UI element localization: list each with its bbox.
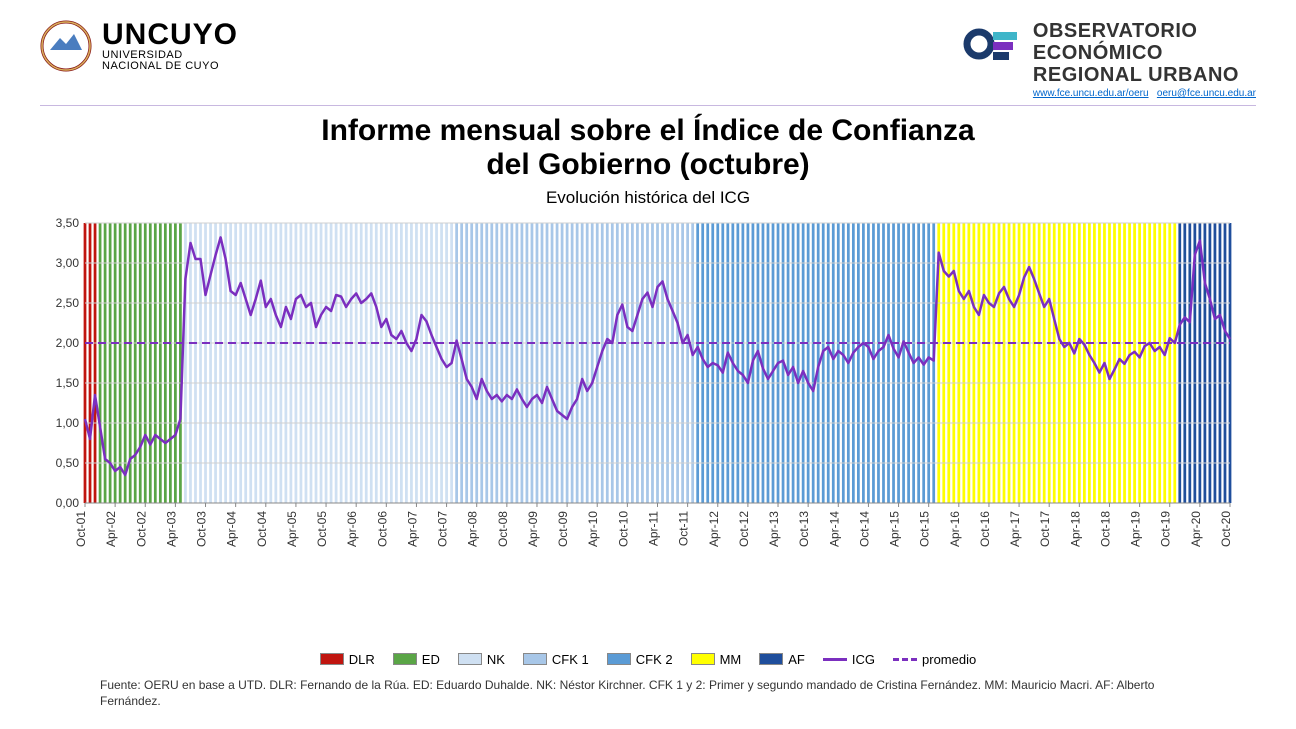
svg-text:0,50: 0,50 [56,456,80,470]
svg-text:Apr-12: Apr-12 [707,511,721,547]
svg-text:Oct-18: Oct-18 [1098,511,1112,547]
chart-subtitle: Evolución histórica del ICG [40,188,1256,208]
legend-swatch [458,653,482,665]
svg-text:Oct-15: Oct-15 [918,511,932,547]
legend-label: ICG [852,652,875,667]
legend-label: CFK 2 [636,652,673,667]
oeru-block: OBSERVATORIO ECONÓMICO REGIONAL URBANO w… [963,20,1256,99]
legend-item: DLR [320,652,375,667]
legend-item: AF [759,652,805,667]
legend-swatch [691,653,715,665]
svg-text:3,50: 3,50 [56,218,80,230]
chart-area: 0,00 0,50 1,00 1,50 2,00 2,50 3,00 3,50 Oct-01 Ap… [40,218,1256,648]
oeru-link2[interactable]: oeru@fce.uncu.edu.ar [1157,88,1256,99]
oeru-text: OBSERVATORIO ECONÓMICO REGIONAL URBANO w… [1033,20,1256,99]
svg-text:Apr-07: Apr-07 [405,511,419,547]
svg-text:Apr-06: Apr-06 [345,511,359,547]
svg-text:Oct-10: Oct-10 [616,511,630,547]
oeru-line1: OBSERVATORIO [1033,20,1256,42]
svg-text:Apr-09: Apr-09 [526,511,540,547]
legend-label: CFK 1 [552,652,589,667]
uncuyo-small2: NACIONAL DE CUYO [102,61,238,72]
svg-text:Oct-14: Oct-14 [857,511,871,547]
legend-item: MM [691,652,742,667]
legend-swatch [320,653,344,665]
svg-text:Oct-09: Oct-09 [556,511,570,547]
legend-item: CFK 2 [607,652,673,667]
source-text: Fuente: OERU en base a UTD. DLR: Fernand… [100,677,1196,709]
svg-text:Apr-19: Apr-19 [1129,511,1143,547]
svg-text:2,00: 2,00 [56,336,80,350]
oeru-line3: REGIONAL URBANO [1033,64,1256,86]
svg-text:Apr-10: Apr-10 [586,511,600,547]
svg-text:Apr-11: Apr-11 [647,511,661,546]
page: UNCUYO UNIVERSIDAD NACIONAL DE CUYO OBSE… [0,0,1296,729]
oeru-logo-icon [963,20,1023,68]
svg-text:Oct-05: Oct-05 [315,511,329,547]
uncuyo-big: UNCUYO [102,20,238,50]
legend-label: promedio [922,652,976,667]
svg-text:Oct-17: Oct-17 [1038,511,1052,547]
title-block: Informe mensual sobre el Índice de Confi… [40,114,1256,208]
svg-text:Apr-17: Apr-17 [1008,511,1022,547]
svg-text:Apr-18: Apr-18 [1068,511,1082,547]
uncuyo-block: UNCUYO UNIVERSIDAD NACIONAL DE CUYO [40,20,238,72]
svg-text:1,00: 1,00 [56,416,80,430]
svg-text:Apr-20: Apr-20 [1189,511,1203,547]
legend-swatch [607,653,631,665]
svg-text:Oct-19: Oct-19 [1159,511,1173,547]
svg-text:Oct-02: Oct-02 [134,511,148,547]
svg-text:0,00: 0,00 [56,496,80,510]
title-line1: Informe mensual sobre el Índice de Confi… [40,114,1256,148]
legend-label: MM [720,652,742,667]
svg-text:3,00: 3,00 [56,256,80,270]
svg-text:Oct-20: Oct-20 [1219,511,1233,547]
uncuyo-text: UNCUYO UNIVERSIDAD NACIONAL DE CUYO [102,20,238,72]
legend-label: ED [422,652,440,667]
svg-text:Oct-04: Oct-04 [255,511,269,547]
legend-label: DLR [349,652,375,667]
svg-text:2,50: 2,50 [56,296,80,310]
svg-text:Oct-08: Oct-08 [496,511,510,547]
svg-text:Apr-15: Apr-15 [888,511,902,547]
legend-swatch [393,653,417,665]
uncuyo-crest-icon [40,20,92,72]
legend-label: NK [487,652,505,667]
svg-text:Oct-11: Oct-11 [677,511,691,546]
svg-text:Apr-03: Apr-03 [164,511,178,547]
svg-text:Apr-08: Apr-08 [466,511,480,547]
legend-swatch [759,653,783,665]
svg-text:Apr-02: Apr-02 [104,511,118,547]
legend-item: ED [393,652,440,667]
svg-text:Oct-16: Oct-16 [978,511,992,547]
svg-text:Oct-13: Oct-13 [797,511,811,547]
svg-text:Apr-05: Apr-05 [285,511,299,547]
legend-swatch [523,653,547,665]
svg-text:1,50: 1,50 [56,376,80,390]
title-line2: del Gobierno (octubre) [40,148,1256,182]
oeru-line2: ECONÓMICO [1033,42,1256,64]
legend-item: ICG [823,652,875,667]
svg-text:Apr-04: Apr-04 [225,511,239,547]
svg-text:Apr-16: Apr-16 [948,511,962,547]
svg-text:Oct-01: Oct-01 [74,511,88,547]
oeru-link1[interactable]: www.fce.uncu.edu.ar/oeru [1033,88,1149,99]
svg-text:Oct-06: Oct-06 [375,511,389,547]
legend-item: promedio [893,652,976,667]
icg-chart: 0,00 0,50 1,00 1,50 2,00 2,50 3,00 3,50 Oct-01 Ap… [40,218,1240,558]
chart-legend: DLR ED NK CFK 1 CFK 2 MM AF ICG promedio [40,652,1256,667]
svg-text:Oct-03: Oct-03 [195,511,209,547]
oeru-links: www.fce.uncu.edu.ar/oeru oeru@fce.uncu.e… [1033,88,1256,99]
svg-text:Oct-12: Oct-12 [737,511,751,547]
svg-text:Oct-07: Oct-07 [436,511,450,547]
svg-text:Apr-14: Apr-14 [827,511,841,547]
legend-swatch [823,658,847,661]
legend-item: NK [458,652,505,667]
legend-swatch [893,658,917,661]
header-row: UNCUYO UNIVERSIDAD NACIONAL DE CUYO OBSE… [40,20,1256,106]
legend-item: CFK 1 [523,652,589,667]
legend-label: AF [788,652,805,667]
svg-text:Apr-13: Apr-13 [767,511,781,547]
